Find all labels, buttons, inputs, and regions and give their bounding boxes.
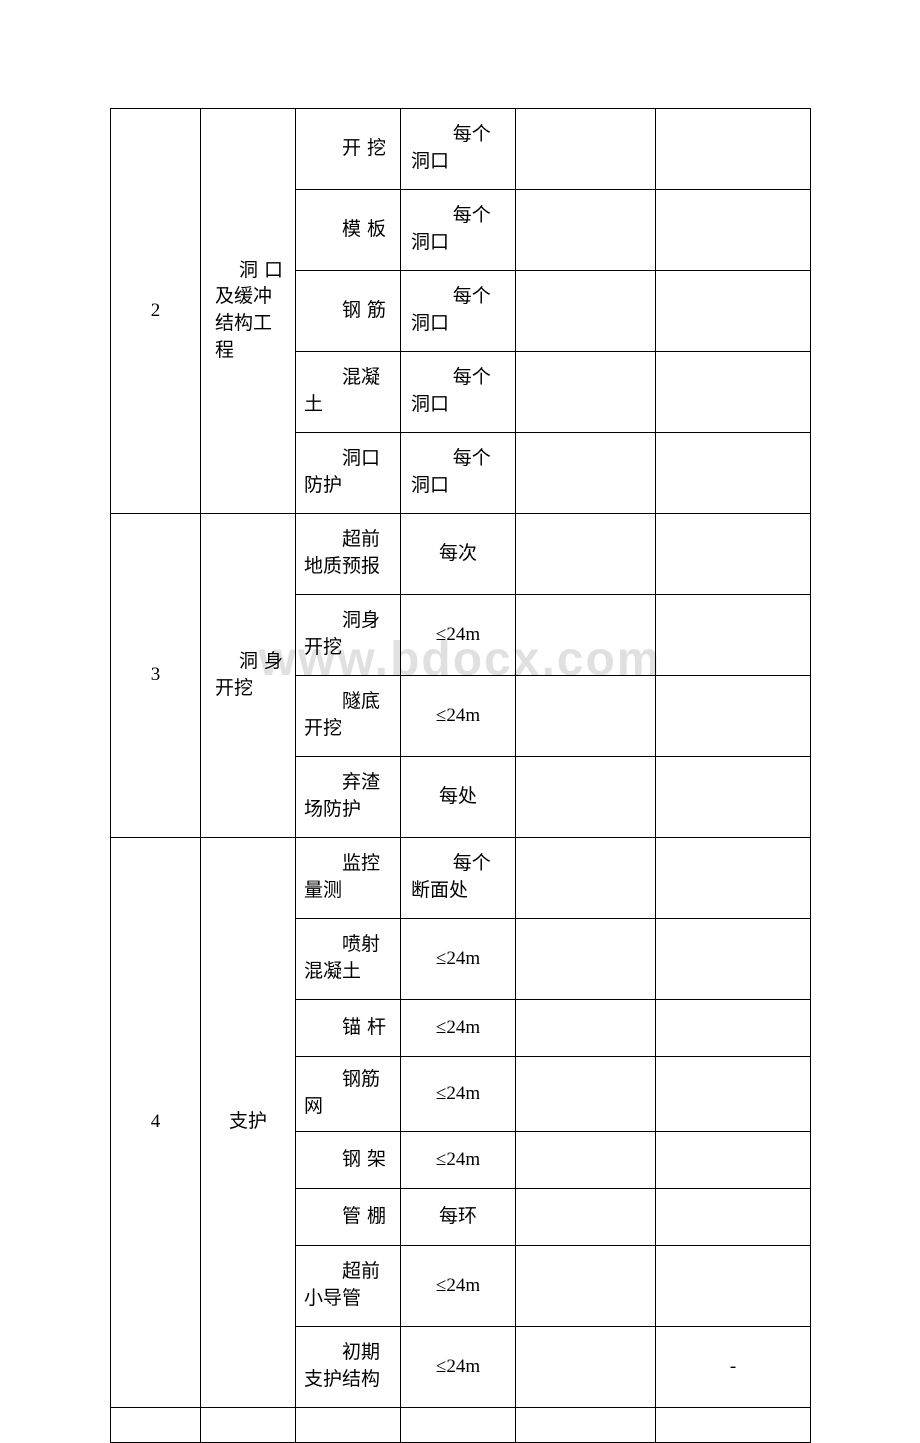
col-f: [656, 433, 811, 514]
group-index: 3: [111, 514, 201, 838]
col-e: [516, 1132, 656, 1189]
item-cell: 洞身开挖: [296, 595, 401, 676]
qty-cell: 每个洞口: [401, 190, 516, 271]
item-cell: 锚杆: [296, 1000, 401, 1057]
col-f: [656, 595, 811, 676]
col-f: [656, 1189, 811, 1246]
group-category: 洞身开挖: [201, 514, 296, 838]
empty-cell: [401, 1408, 516, 1443]
col-f: [656, 109, 811, 190]
group-index: 2: [111, 109, 201, 514]
item-cell: 弃渣场防护: [296, 757, 401, 838]
qty-cell: 每处: [401, 757, 516, 838]
table-row: 4支护监控量测每个断面处: [111, 838, 811, 919]
col-e: [516, 514, 656, 595]
qty-cell: 每个洞口: [401, 109, 516, 190]
item-cell: 钢架: [296, 1132, 401, 1189]
table-row: 2洞口及缓冲结构工程开挖每个洞口: [111, 109, 811, 190]
table-row: 3洞身开挖超前地质预报每次: [111, 514, 811, 595]
item-cell: 钢筋: [296, 271, 401, 352]
table-row-empty: [111, 1408, 811, 1443]
col-f: -: [656, 1327, 811, 1408]
item-cell: 隧底开挖: [296, 676, 401, 757]
group-index: 4: [111, 838, 201, 1408]
col-f: [656, 352, 811, 433]
item-cell: 超前地质预报: [296, 514, 401, 595]
qty-cell: ≤24m: [401, 1057, 516, 1132]
empty-cell: [516, 1408, 656, 1443]
col-f: [656, 190, 811, 271]
col-e: [516, 109, 656, 190]
qty-cell: ≤24m: [401, 676, 516, 757]
col-e: [516, 676, 656, 757]
item-cell: 混凝土: [296, 352, 401, 433]
qty-cell: ≤24m: [401, 595, 516, 676]
qty-cell: 每次: [401, 514, 516, 595]
group-category: 支护: [201, 838, 296, 1408]
qty-cell: 每环: [401, 1189, 516, 1246]
col-e: [516, 433, 656, 514]
item-cell: 开挖: [296, 109, 401, 190]
col-e: [516, 190, 656, 271]
item-cell: 初期支护结构: [296, 1327, 401, 1408]
col-e: [516, 1057, 656, 1132]
col-e: [516, 1000, 656, 1057]
col-f: [656, 919, 811, 1000]
qty-cell: ≤24m: [401, 1000, 516, 1057]
qty-cell: 每个断面处: [401, 838, 516, 919]
col-e: [516, 919, 656, 1000]
col-f: [656, 271, 811, 352]
qty-cell: ≤24m: [401, 1246, 516, 1327]
item-cell: 管棚: [296, 1189, 401, 1246]
item-cell: 洞口防护: [296, 433, 401, 514]
qty-cell: 每个洞口: [401, 433, 516, 514]
col-f: [656, 514, 811, 595]
qty-cell: ≤24m: [401, 1132, 516, 1189]
document-page: 2洞口及缓冲结构工程开挖每个洞口模板每个洞口钢筋每个洞口混凝土每个洞口洞口防护每…: [110, 108, 810, 1443]
col-e: [516, 271, 656, 352]
col-e: [516, 595, 656, 676]
col-f: [656, 1132, 811, 1189]
item-cell: 模板: [296, 190, 401, 271]
empty-cell: [111, 1408, 201, 1443]
col-f: [656, 838, 811, 919]
item-cell: 钢筋网: [296, 1057, 401, 1132]
qty-cell: ≤24m: [401, 919, 516, 1000]
col-e: [516, 352, 656, 433]
col-e: [516, 838, 656, 919]
col-f: [656, 1000, 811, 1057]
col-f: [656, 1246, 811, 1327]
col-e: [516, 757, 656, 838]
item-cell: 超前小导管: [296, 1246, 401, 1327]
empty-cell: [656, 1408, 811, 1443]
col-f: [656, 676, 811, 757]
qty-cell: ≤24m: [401, 1327, 516, 1408]
qty-cell: 每个洞口: [401, 271, 516, 352]
col-f: [656, 1057, 811, 1132]
qty-cell: 每个洞口: [401, 352, 516, 433]
col-e: [516, 1189, 656, 1246]
item-cell: 喷射混凝土: [296, 919, 401, 1000]
spec-table: 2洞口及缓冲结构工程开挖每个洞口模板每个洞口钢筋每个洞口混凝土每个洞口洞口防护每…: [110, 108, 811, 1443]
item-cell: 监控量测: [296, 838, 401, 919]
col-e: [516, 1246, 656, 1327]
group-category: 洞口及缓冲结构工程: [201, 109, 296, 514]
col-e: [516, 1327, 656, 1408]
empty-cell: [201, 1408, 296, 1443]
empty-cell: [296, 1408, 401, 1443]
col-f: [656, 757, 811, 838]
